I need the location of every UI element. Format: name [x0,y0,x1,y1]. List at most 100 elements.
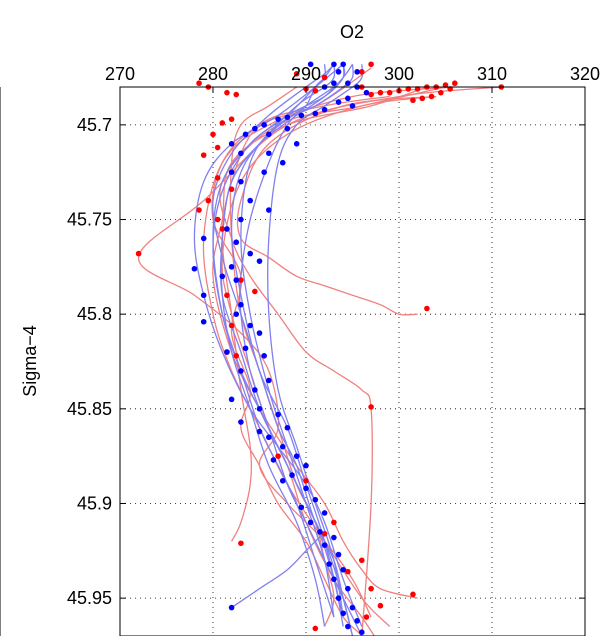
red-point [321,530,328,537]
red-point [428,93,435,100]
blue-point [228,604,235,611]
blue-point [261,122,267,128]
blue-point [284,114,291,121]
blue-point [247,197,253,204]
red-point [359,557,365,564]
red-point [275,453,281,459]
red-point [359,69,365,75]
blue-point [345,623,351,630]
red-point [368,585,374,592]
red-point [214,175,221,181]
blue-point [252,387,258,393]
y-tick-label: 45.75 [67,210,112,230]
blue-point [307,61,314,68]
blue-point [293,140,300,147]
red-point [410,591,416,598]
blue-point [331,576,337,583]
blue-point [266,377,272,384]
blue-point [335,551,342,558]
blue-point [219,273,226,280]
blue-point [345,80,351,87]
blue-point [303,485,309,492]
blue-point [238,368,244,374]
blue-point [312,110,319,117]
x-axis-title: O2 [340,22,364,42]
red-point [377,602,384,609]
blue-point [200,292,207,299]
red-point [205,197,212,204]
red-point [252,288,258,295]
blue-point [238,301,244,308]
blue-point [228,140,235,147]
blue-point [289,472,295,478]
blue-point [331,80,337,87]
red-point [238,277,244,283]
blue-point [200,318,207,325]
blue-point [293,453,300,459]
blue-point [233,239,240,246]
blue-point [331,61,337,68]
y-tick-label: 45.9 [77,493,112,513]
red-point [196,80,202,87]
blue-point [354,69,360,75]
y-tick-label: 45.95 [67,588,112,608]
x-tick-label: 300 [384,64,414,84]
blue-point [266,150,272,157]
blue-point [335,99,342,105]
blue-point [266,207,272,213]
blue-point [247,250,253,257]
red-point [321,74,328,81]
points-layer [135,61,505,636]
red-point [219,226,226,232]
blue-point [256,330,263,336]
red-point [224,292,230,299]
blue-point [266,131,272,138]
blue-point [266,434,272,441]
x-tick-label: 290 [291,64,321,84]
red-point [214,144,221,151]
blue-profile-line [231,531,326,609]
blue-point [233,311,240,317]
blue-point [279,477,286,484]
blue-point [261,169,267,175]
blue-point [331,534,337,541]
red-point [233,91,240,98]
red-point [238,540,244,547]
red-point [135,250,142,257]
blue-point [242,345,249,352]
blue-point [256,406,263,412]
blue-point [275,116,281,122]
red-point [303,477,309,484]
red-point [228,186,235,193]
x-tick-label: 270 [105,64,135,84]
blue-point [228,169,235,175]
red-point [377,89,384,96]
blue-point [345,585,351,592]
red-profile-line [219,86,446,636]
blue-point [256,428,263,435]
red-point [438,89,444,96]
blue-point [363,89,370,96]
blue-point [191,265,198,272]
blue-point [224,349,230,355]
x-tick-label: 280 [198,64,228,84]
red-point [410,97,416,104]
red-point [345,568,351,575]
red-point [293,70,300,77]
blue-point [349,604,356,611]
blue-point [261,353,267,359]
red-point [424,305,430,312]
red-point [200,152,207,158]
x-ticks: 270 280 290 300 310 320 [105,64,600,93]
blue-point [279,443,286,450]
blue-profile-line [220,63,354,627]
blue-point [284,424,291,431]
red-point [224,89,230,96]
red-point [196,207,202,213]
blue-point [326,561,333,567]
red-profile-line [137,86,502,618]
x-tick-label: 320 [570,64,600,84]
blue-point [256,258,263,264]
